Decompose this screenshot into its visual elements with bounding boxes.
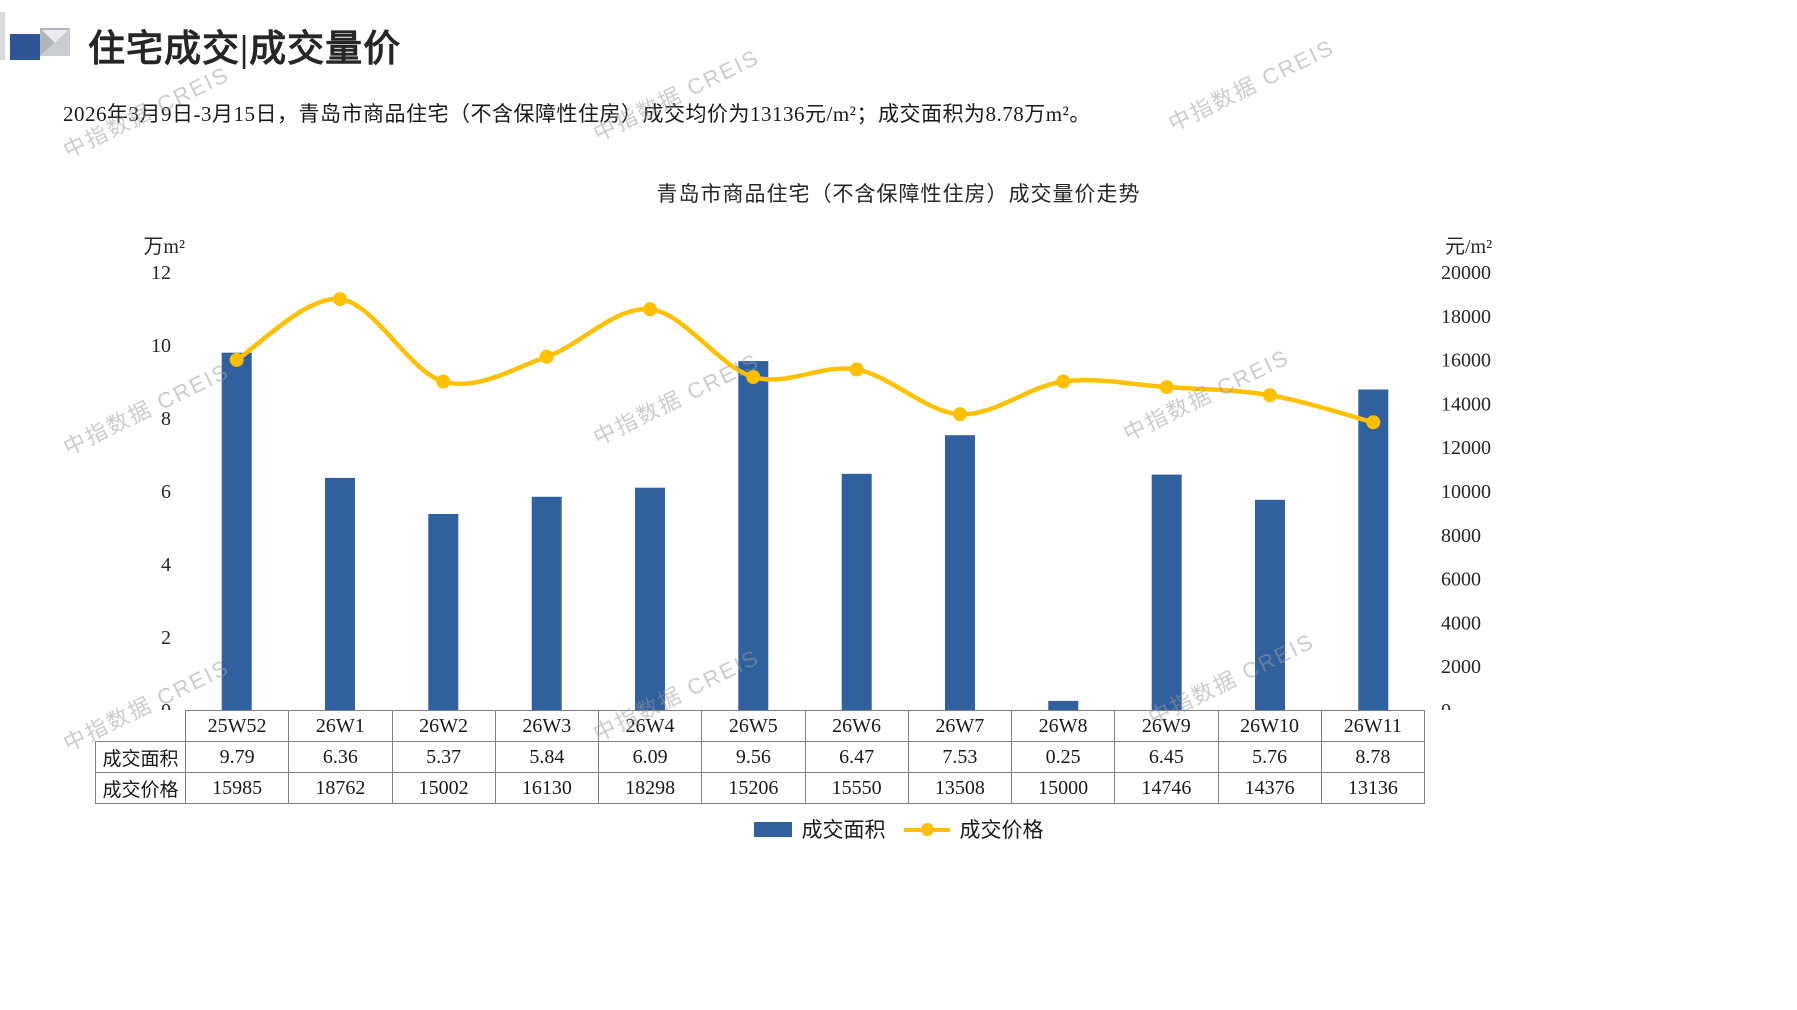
svg-text:8: 8 xyxy=(161,408,171,430)
legend-area-label: 成交面积 xyxy=(801,818,886,842)
value-cell: 18298 xyxy=(597,772,703,804)
left-axis-unit-label: 万m² xyxy=(143,236,185,258)
category-cell: 26W2 xyxy=(391,710,496,742)
value-cell: 15985 xyxy=(184,772,290,804)
value-cell: 5.76 xyxy=(1217,741,1322,773)
value-cell: 13508 xyxy=(907,772,1013,804)
svg-text:12: 12 xyxy=(151,262,171,284)
svg-text:10: 10 xyxy=(151,335,171,357)
category-cell: 26W11 xyxy=(1320,710,1426,742)
legend-item-price: 成交价格 xyxy=(903,814,1044,844)
value-cell: 14746 xyxy=(1114,772,1219,804)
bar-swatch-icon xyxy=(753,821,792,837)
category-cell: 26W7 xyxy=(907,710,1013,742)
svg-text:18000: 18000 xyxy=(1441,306,1491,328)
category-row: 25W52 26W1 26W2 26W3 26W4 26W5 26W6 26W7 26W8 26W… xyxy=(96,710,1426,742)
value-cell: 6.45 xyxy=(1114,741,1219,773)
legend-price-label: 成交价格 xyxy=(959,818,1044,842)
svg-text:4000: 4000 xyxy=(1441,612,1481,634)
row-label-cell: 成交价格 xyxy=(95,772,186,804)
watermark-text: 中指数据 CREIS xyxy=(589,44,764,147)
value-cell: 15000 xyxy=(1010,772,1116,804)
category-cell: 25W52 xyxy=(184,710,290,742)
value-cell: 9.79 xyxy=(184,741,290,773)
svg-text:8000: 8000 xyxy=(1441,525,1481,547)
svg-text:0: 0 xyxy=(1441,700,1451,710)
table-row: 成交价格 15985 18762 15002 16130 18298 15206 15550 1… xyxy=(95,772,1426,804)
value-cell: 7.53 xyxy=(907,741,1013,773)
category-cell: 26W5 xyxy=(701,710,806,742)
svg-text:12000: 12000 xyxy=(1441,437,1491,459)
page-title: 住宅成交|成交量价 xyxy=(88,29,402,70)
value-cell: 6.09 xyxy=(597,741,703,773)
legend-item-area: 成交面积 xyxy=(753,814,886,844)
category-cell: 26W1 xyxy=(288,710,393,742)
category-cell: 26W3 xyxy=(494,710,600,742)
category-cell: 26W8 xyxy=(1010,710,1116,742)
chart-legend: 成交面积 成交价格 xyxy=(0,814,1797,844)
table-row: 成交面积 9.79 6.36 5.37 5.84 6.09 9.56 6.47 7.53 0.25… xyxy=(95,741,1426,773)
value-cell: 15002 xyxy=(391,772,496,804)
value-cell: 13136 xyxy=(1320,772,1426,804)
category-cell: 26W10 xyxy=(1217,710,1322,742)
svg-text:2000: 2000 xyxy=(1441,656,1481,678)
value-cell: 16130 xyxy=(494,772,600,804)
right-axis-unit-label: 元/m² xyxy=(1445,236,1493,258)
row-label-cell: 成交面积 xyxy=(95,741,186,773)
value-cell: 8.78 xyxy=(1320,741,1426,773)
svg-text:4: 4 xyxy=(161,554,171,576)
value-cell: 15206 xyxy=(701,772,806,804)
value-cell: 6.36 xyxy=(288,741,393,773)
category-cell: 26W4 xyxy=(597,710,703,742)
svg-text:0: 0 xyxy=(161,700,171,710)
svg-text:2: 2 xyxy=(161,627,171,649)
value-cell: 15550 xyxy=(804,772,909,804)
value-cell: 18762 xyxy=(288,772,393,804)
combo-chart: 0 2 4 6 8 10 12 0 2000 4000 6000 8000 10000 12000 1400… xyxy=(151,262,1491,710)
category-cell: 26W6 xyxy=(804,710,909,742)
left-edge-decoration xyxy=(0,12,5,60)
creis-logo-icon xyxy=(10,28,70,60)
svg-text:20000: 20000 xyxy=(1441,262,1491,284)
chart-title: 青岛市商品住宅（不含保障性住房）成交量价走势 xyxy=(656,182,1141,206)
value-cell: 14376 xyxy=(1217,772,1322,804)
value-cell: 9.56 xyxy=(701,741,806,773)
svg-text:14000: 14000 xyxy=(1441,393,1491,415)
value-cell: 6.47 xyxy=(804,741,909,773)
watermark-text: 中指数据 CREIS xyxy=(1164,34,1339,137)
summary-text: 2026年3月9日-3月15日，青岛市商品住宅（不含保障性住房）成交均价为131… xyxy=(63,102,1091,126)
value-cell: 5.84 xyxy=(494,741,600,773)
svg-text:6000: 6000 xyxy=(1441,569,1481,591)
svg-text:6: 6 xyxy=(161,481,171,503)
line-swatch-icon xyxy=(903,822,950,837)
category-cell: 26W9 xyxy=(1114,710,1219,742)
value-cell: 0.25 xyxy=(1010,741,1116,773)
svg-text:10000: 10000 xyxy=(1441,481,1491,503)
blank-cell xyxy=(96,711,186,742)
svg-text:16000: 16000 xyxy=(1441,350,1491,372)
value-cell: 5.37 xyxy=(391,741,496,773)
data-table: 25W52 26W1 26W2 26W3 26W4 26W5 26W6 26W7 26W8 26W… xyxy=(95,710,1426,804)
